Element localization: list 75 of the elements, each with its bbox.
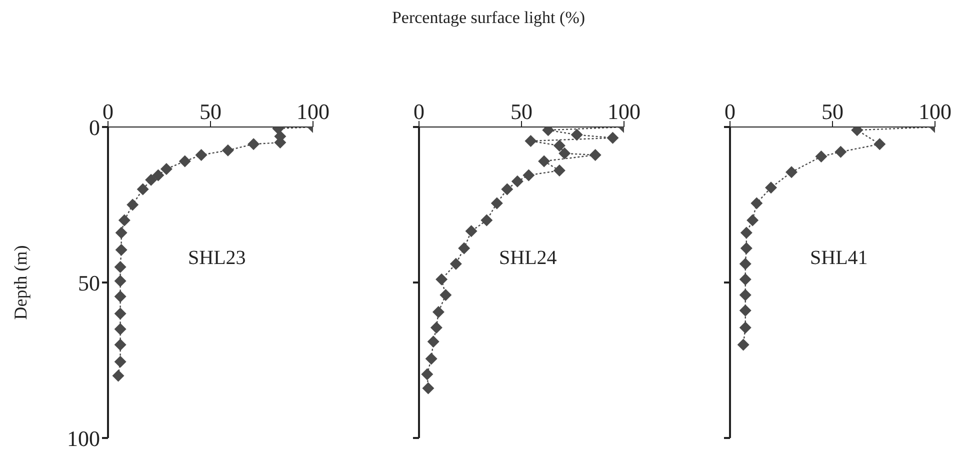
point: [152, 169, 164, 182]
point: [739, 288, 752, 301]
point: [126, 198, 139, 211]
point: [558, 147, 571, 160]
point: [422, 382, 434, 394]
point: [522, 169, 535, 182]
point: [248, 138, 260, 150]
point: [465, 225, 478, 238]
point: [740, 242, 752, 254]
point: [160, 162, 172, 175]
point: [458, 242, 470, 254]
point: [834, 146, 847, 158]
point: [112, 370, 124, 382]
point: [739, 258, 752, 270]
point: [480, 214, 493, 226]
y-tick-label: 100: [67, 426, 100, 451]
point: [589, 148, 602, 161]
point: [114, 338, 126, 351]
point: [874, 138, 886, 150]
point: [553, 140, 566, 152]
point: [115, 226, 128, 239]
point: [450, 258, 462, 270]
point: [425, 352, 438, 365]
point: [114, 308, 126, 320]
point: [490, 197, 503, 210]
annotation: SHL24: [499, 247, 557, 270]
point: [750, 197, 763, 210]
x-tick-label: 100: [608, 99, 640, 124]
point: [737, 338, 750, 351]
point: [430, 322, 442, 334]
point: [538, 155, 550, 168]
y-axis-title: Depth (m): [10, 245, 30, 320]
point: [114, 323, 126, 336]
point: [427, 336, 440, 348]
x-tick-label: 0: [414, 99, 424, 124]
point: [421, 368, 434, 380]
point: [786, 166, 798, 178]
point: [436, 273, 448, 286]
point: [815, 150, 828, 163]
annotation: SHL23: [188, 247, 246, 270]
point: [524, 134, 537, 147]
x-axis-title: Percentage surface light (%): [392, 8, 586, 27]
annotation: SHL41: [810, 247, 868, 270]
point: [195, 148, 208, 161]
point: [115, 244, 128, 256]
point: [178, 155, 191, 168]
point: [114, 356, 126, 368]
point: [511, 175, 524, 188]
point: [114, 260, 126, 273]
point: [114, 274, 126, 287]
point: [145, 174, 158, 186]
point: [739, 304, 752, 316]
point: [501, 183, 514, 196]
point: [570, 128, 583, 141]
point: [746, 214, 759, 226]
point: [114, 290, 126, 302]
point: [118, 214, 130, 226]
point: [553, 164, 566, 177]
point: [432, 306, 444, 318]
point: [739, 273, 752, 286]
x-tick-label: 100: [918, 99, 952, 124]
x-tick-label: 50: [200, 99, 222, 124]
point: [740, 226, 752, 239]
point: [222, 144, 234, 156]
point: [606, 132, 619, 144]
x-tick-label: 0: [724, 99, 736, 124]
point: [136, 183, 149, 196]
x-tick-label: 50: [822, 99, 844, 124]
point: [739, 322, 752, 334]
point: [440, 288, 452, 301]
y-tick-label: 0: [89, 114, 100, 140]
point: [765, 182, 777, 194]
x-tick-label: 50: [510, 99, 532, 124]
x-tick-label: 100: [296, 99, 330, 124]
y-tick-label: 50: [78, 270, 100, 296]
